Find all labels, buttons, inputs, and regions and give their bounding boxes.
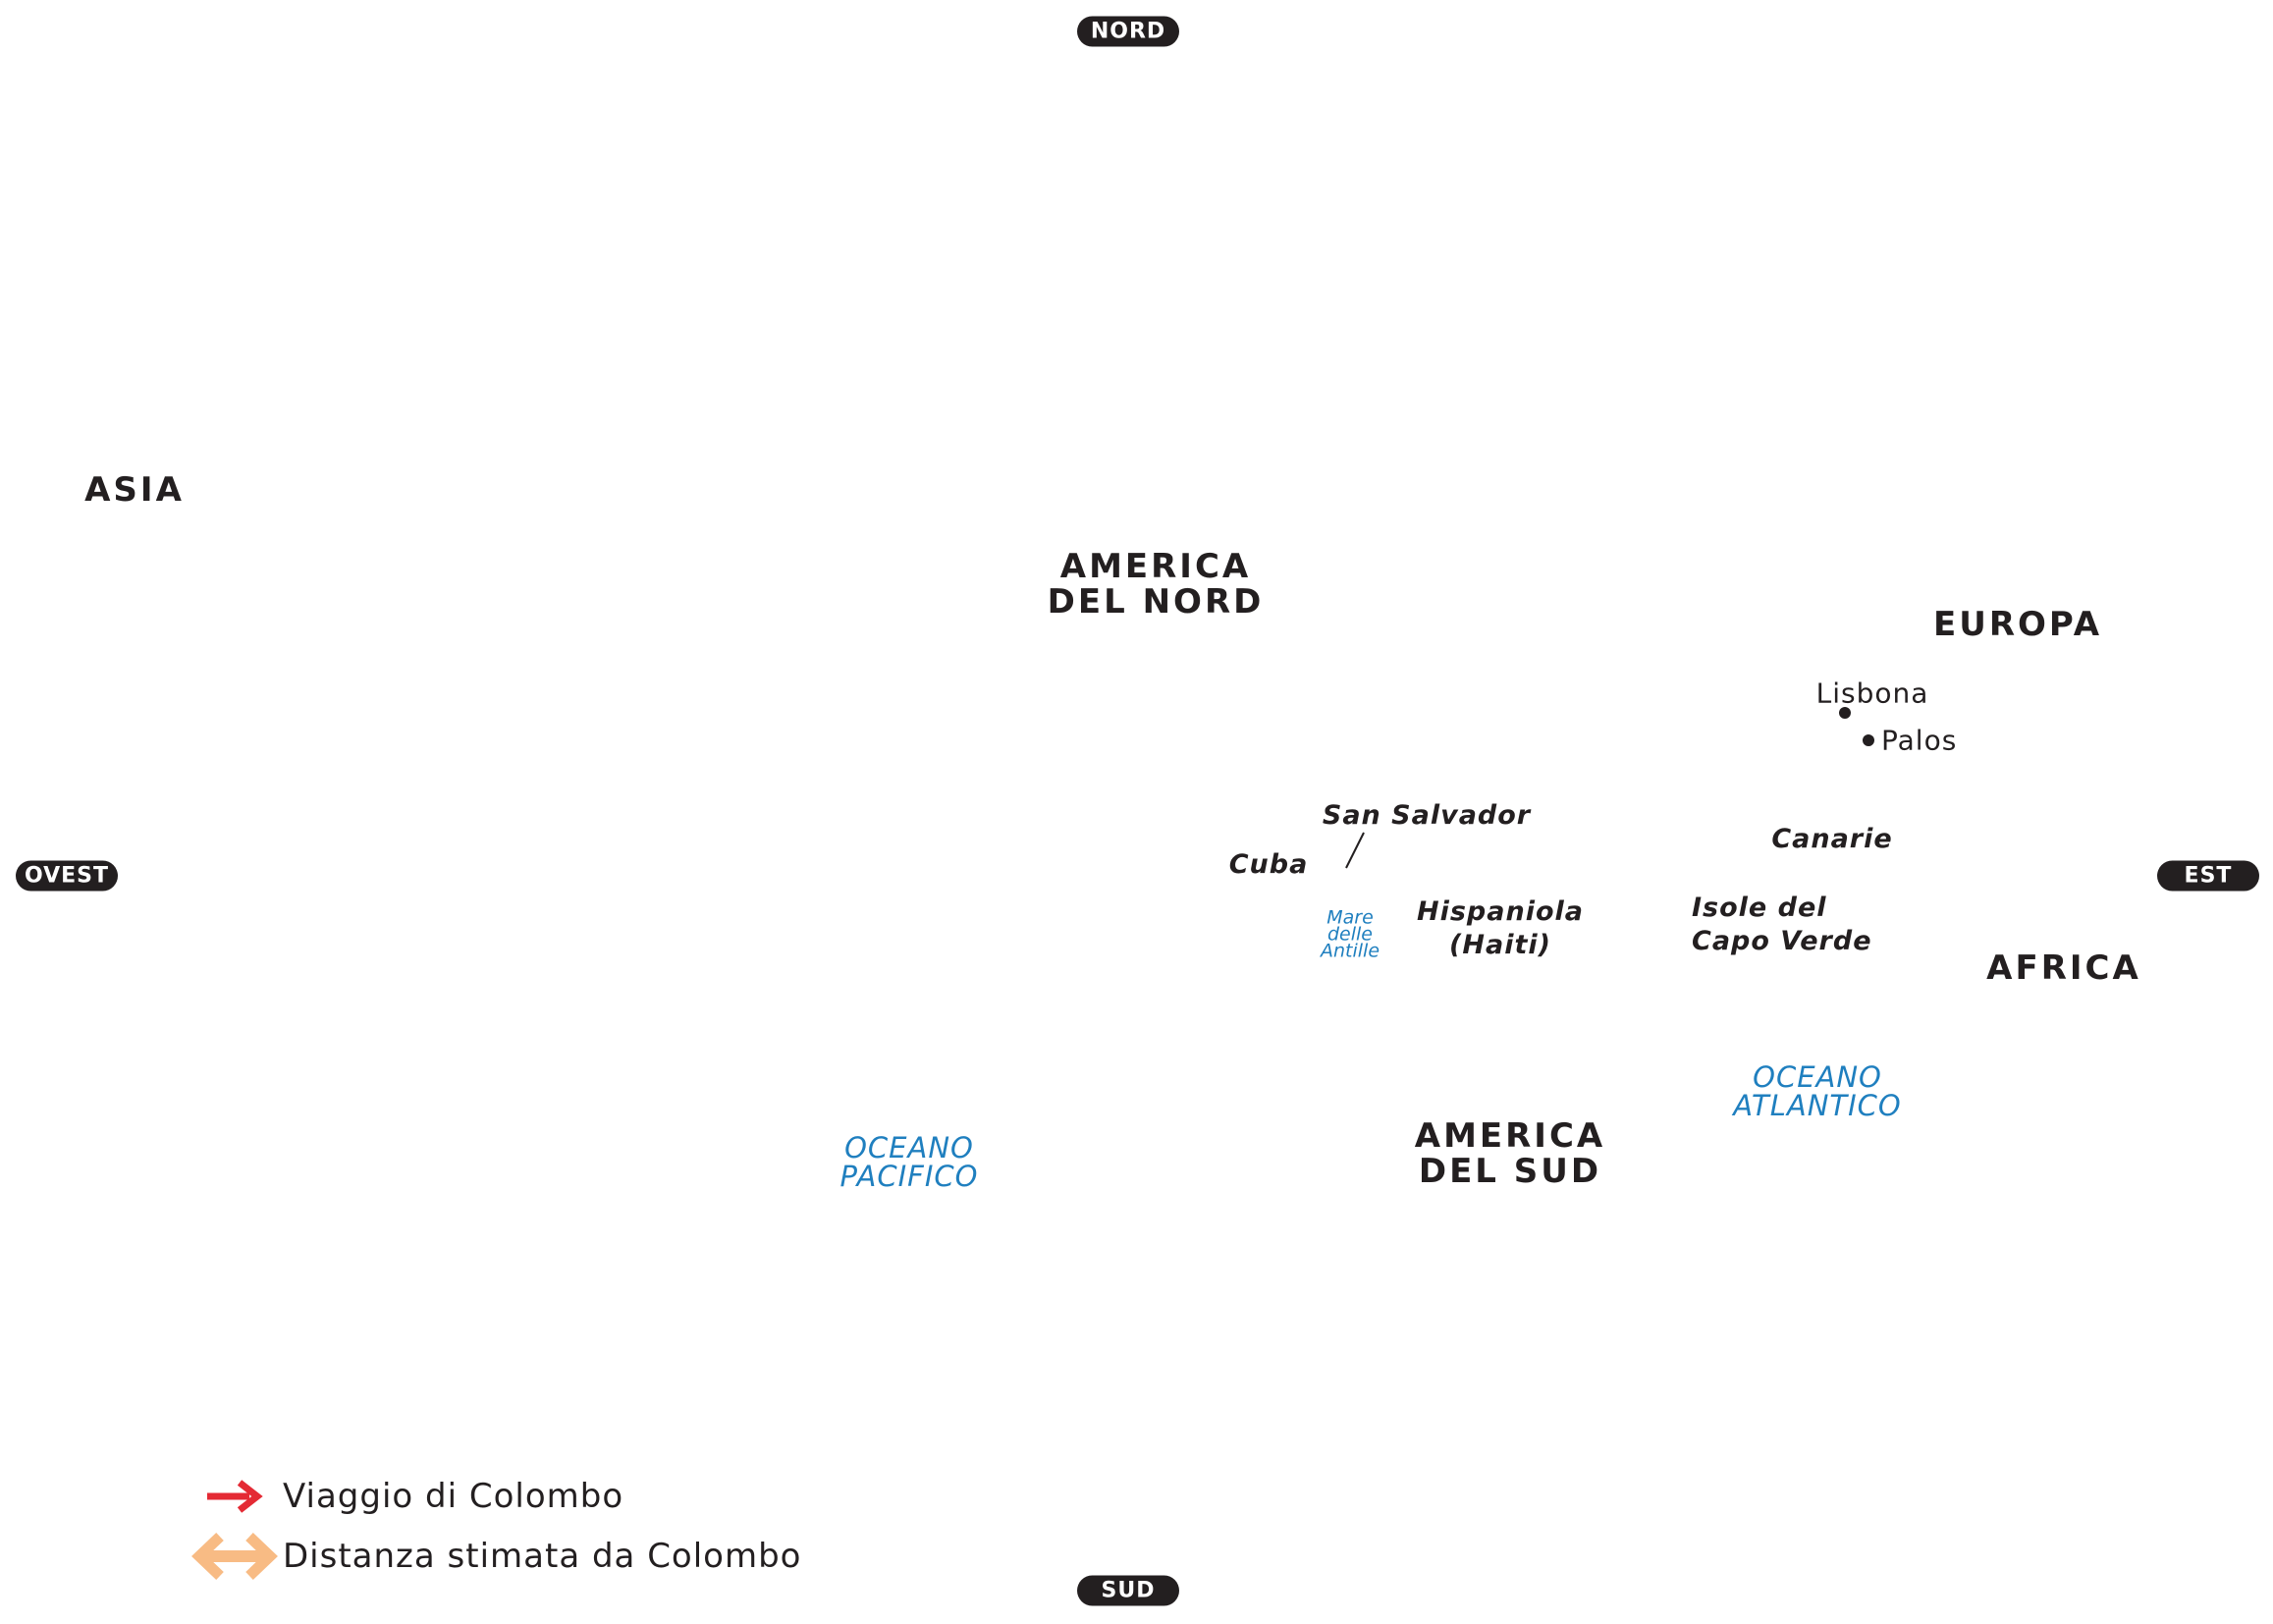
label-line: Capo Verde [1692, 926, 1872, 956]
place-label: Canarie [1771, 824, 1893, 854]
place-label: Hispaniola (Haiti) [1417, 895, 1584, 962]
compass-north: NORD [1077, 16, 1179, 47]
label-line: Isole del [1692, 893, 1827, 923]
place-label: Cuba [1228, 849, 1309, 880]
palos-dot [1863, 734, 1874, 746]
sea-label: OCEANO ATLANTICO [1733, 1063, 1901, 1120]
label-line: (Haiti) [1449, 930, 1551, 960]
label-line: Hispaniola [1417, 896, 1584, 927]
continent-label: AFRICA [1986, 948, 2141, 988]
place-label: Isole del Capo Verde [1692, 892, 1872, 958]
continent-label: AMERICA DEL SUD [1415, 1118, 1605, 1189]
continent-label: EUROPA [1932, 605, 2103, 644]
sea-label: OCEANO PACIFICO [840, 1134, 979, 1191]
legend-label: Distanza stimata da Colombo [283, 1537, 802, 1576]
lisbon-dot [1839, 707, 1851, 719]
compass-east: EST [2157, 860, 2259, 892]
legend-label: Viaggio di Colombo [283, 1477, 624, 1516]
label-line: DEL SUD [1418, 1152, 1602, 1191]
label-line: OCEANO [1753, 1060, 1882, 1094]
label-line: delle [1326, 923, 1373, 946]
label-line: ATLANTICO [1733, 1089, 1902, 1122]
estimate-arrow [191, 1533, 278, 1580]
place-label: San Salvador [1322, 800, 1532, 831]
label-line: OCEANO [844, 1131, 974, 1164]
san-salvador-leader [1345, 832, 1365, 869]
label-line: AMERICA [1059, 547, 1252, 586]
voyage-arrow [207, 1480, 263, 1513]
label-line: DEL NORD [1047, 582, 1265, 622]
continent-label: AMERICA DEL NORD [1048, 549, 1265, 620]
compass-west: OVEST [16, 860, 118, 892]
city-label: Palos [1881, 724, 1958, 757]
label-line: Mare [1326, 906, 1374, 929]
city-label: Lisbona [1815, 677, 1929, 710]
label-line: PACIFICO [839, 1160, 979, 1193]
continent-label: ASIA [84, 470, 185, 510]
label-line: AMERICA [1414, 1116, 1606, 1156]
compass-south: SUD [1077, 1575, 1179, 1606]
sea-label: Mare delle Antille [1320, 906, 1380, 962]
label-line: Antille [1320, 940, 1380, 962]
